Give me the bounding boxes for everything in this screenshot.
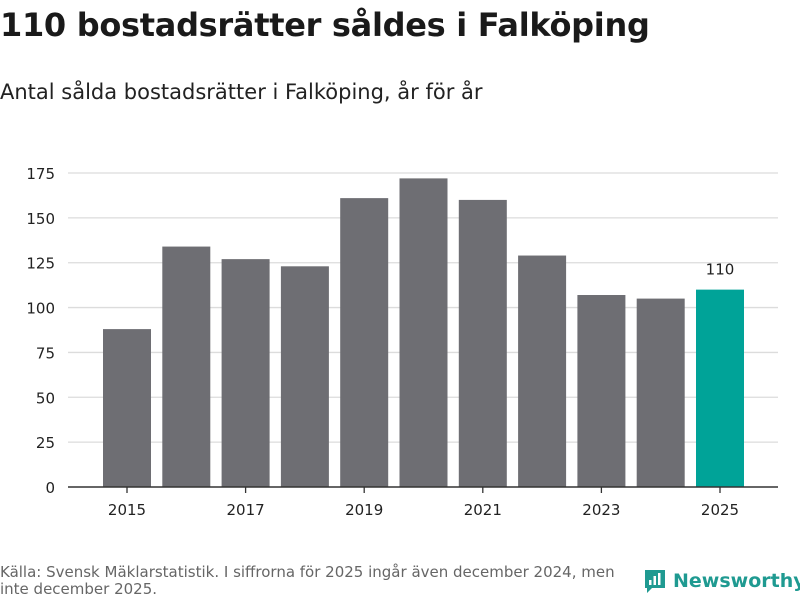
bar [577, 295, 626, 487]
y-tick-label: 50 [36, 389, 55, 407]
bar [340, 198, 389, 487]
y-tick-label: 150 [26, 210, 55, 228]
x-tick-label: 2021 [464, 501, 502, 519]
data-label: 110 [706, 261, 735, 279]
y-tick-label: 125 [26, 255, 55, 273]
bar [162, 246, 211, 487]
x-tick-label: 2017 [227, 501, 265, 519]
brand-name: Newsworthy [673, 570, 800, 592]
bar [636, 298, 685, 487]
x-tick-label: 2025 [701, 501, 739, 519]
y-tick-label: 25 [36, 434, 55, 452]
newsworthy-logo-icon [645, 570, 665, 593]
chart-title: 110 bostadsrätter såldes i Falköping [0, 6, 650, 44]
source-note: Källa: Svensk Mäklarstatistik. I siffror… [0, 563, 615, 598]
brand-logo: Newsworthy [643, 568, 800, 594]
bar [518, 255, 567, 487]
bar [280, 266, 329, 487]
y-tick-label: 75 [36, 344, 55, 362]
bar [458, 199, 507, 487]
bar [221, 259, 270, 487]
x-tick-label: 2019 [345, 501, 383, 519]
y-tick-label: 0 [45, 479, 55, 497]
x-tick-label: 2015 [108, 501, 146, 519]
y-tick-label: 100 [26, 300, 55, 318]
x-tick-label: 2023 [582, 501, 620, 519]
bar-highlight [696, 289, 744, 487]
y-tick-label: 175 [26, 165, 55, 183]
chart-subtitle: Antal sålda bostadsrätter i Falköping, å… [0, 80, 483, 104]
bar [399, 178, 448, 487]
bar [103, 329, 151, 487]
